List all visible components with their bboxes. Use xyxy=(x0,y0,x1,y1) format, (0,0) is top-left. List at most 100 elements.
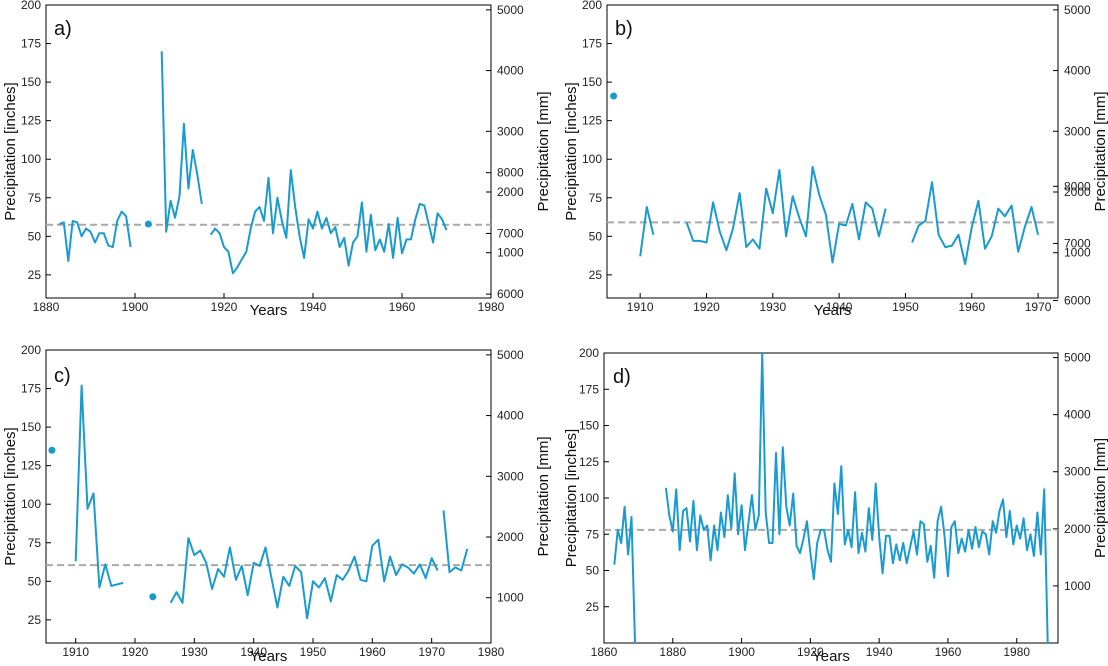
series-segment-1 xyxy=(613,505,636,643)
x-tick-label: 1920 xyxy=(797,645,824,659)
x-tick-label: 1950 xyxy=(300,645,327,659)
panel-label: c) xyxy=(54,365,71,387)
y2-tick-label: 5000 xyxy=(1064,351,1091,365)
chart-d: 1860 1880 1900 1920 1940 1960 1980 25 50 75 100 125… xyxy=(563,179,1108,665)
x-tick-label: 1940 xyxy=(866,645,893,659)
x-tick-label: 1880 xyxy=(33,300,60,314)
data-point xyxy=(144,220,152,228)
series-segment-1 xyxy=(74,384,124,589)
y-tick-label: 75 xyxy=(589,191,603,205)
y-axis-title: Precipitation [inches] xyxy=(563,429,580,567)
y2-tick-label: 3000 xyxy=(497,469,524,483)
series-segment-2 xyxy=(169,537,439,620)
y-tick-label: 125 xyxy=(582,114,602,128)
y2-tick-label: 7000 xyxy=(497,226,524,240)
x-tick-label: 1960 xyxy=(389,300,416,314)
x-tick-label: 1980 xyxy=(478,645,505,659)
x-tick-label: 1960 xyxy=(958,300,985,314)
y-tick-label: 150 xyxy=(21,75,41,89)
plot-area xyxy=(607,92,1058,266)
y-tick-label: 50 xyxy=(586,564,600,578)
y2-axis-title: Precipitation [mm] xyxy=(1092,438,1108,558)
x-tick-label: 1900 xyxy=(728,645,755,659)
y-tick-label: 75 xyxy=(28,536,42,550)
x-tick-label: 1980 xyxy=(478,300,505,314)
x-tick-label: 1910 xyxy=(627,300,654,314)
series-segment-2 xyxy=(664,353,1052,643)
series-segment-3 xyxy=(209,169,448,275)
x-axis-title: Years xyxy=(250,302,288,319)
x-tick-label: 1970 xyxy=(1025,300,1052,314)
x-tick-label: 1900 xyxy=(122,300,149,314)
y-axis-title: Precipitation [inches] xyxy=(563,82,580,220)
panel-label: b) xyxy=(615,18,633,40)
y-tick-label: 125 xyxy=(21,114,41,128)
y2-tick-label: 8000 xyxy=(1064,179,1091,193)
x-tick-label: 1940 xyxy=(240,645,267,659)
y2-tick-label: 3000 xyxy=(1064,124,1091,138)
x-tick-label: 1940 xyxy=(826,300,853,314)
y2-tick-label: 4000 xyxy=(1064,408,1091,422)
y-tick-label: 200 xyxy=(21,343,41,357)
y-tick-label: 50 xyxy=(28,574,42,588)
y-tick-label: 25 xyxy=(28,613,42,627)
y2-tick-label: 1000 xyxy=(497,246,524,260)
y-tick-label: 100 xyxy=(21,497,41,511)
y-tick-label: 200 xyxy=(579,346,599,360)
plot-frame xyxy=(606,4,1059,299)
x-tick-label: 1950 xyxy=(892,300,919,314)
x-tick-label: 1980 xyxy=(1003,645,1030,659)
x-tick-label: 1860 xyxy=(591,645,618,659)
y2-tick-label: 1000 xyxy=(1064,579,1091,593)
plot-area xyxy=(604,353,1058,643)
y-tick-label: 100 xyxy=(582,152,602,166)
x-axis-title: Years xyxy=(250,648,288,665)
y2-tick-label: 6000 xyxy=(497,287,524,301)
y2-tick-label: 5000 xyxy=(497,3,524,17)
panel-label: a) xyxy=(54,18,72,40)
y2-tick-label: 3000 xyxy=(497,124,524,138)
y2-tick-label: 4000 xyxy=(497,64,524,78)
y2-tick-label: 3000 xyxy=(1064,465,1091,479)
y-tick-label: 200 xyxy=(21,0,41,12)
series-segment-2 xyxy=(685,165,887,264)
data-point xyxy=(610,92,618,100)
y-axis-title: Precipitation [inches] xyxy=(2,82,19,220)
y-tick-label: 25 xyxy=(28,268,42,282)
y2-tick-label: 8000 xyxy=(497,166,524,180)
y2-tick-label: 2000 xyxy=(497,530,524,544)
y2-tick-label: 5000 xyxy=(497,348,524,362)
series-segment-1 xyxy=(59,210,132,262)
x-tick-label: 1970 xyxy=(418,645,445,659)
x-tick-label: 1960 xyxy=(359,645,386,659)
y-tick-label: 100 xyxy=(579,491,599,505)
y-tick-label: 125 xyxy=(21,459,41,473)
data-point xyxy=(149,593,157,601)
x-tick-label: 1910 xyxy=(62,645,89,659)
chart-b: 1910 1920 1930 1940 1950 1960 1970 25 50 75 100 125… xyxy=(563,0,1108,319)
x-tick-label: 1940 xyxy=(300,300,327,314)
x-tick-label: 1960 xyxy=(935,645,962,659)
x-tick-label: 1880 xyxy=(659,645,686,659)
y-tick-label: 150 xyxy=(582,75,602,89)
y-tick-label: 75 xyxy=(28,191,42,205)
y-axis-title: Precipitation [inches] xyxy=(2,427,19,565)
y2-tick-label: 7000 xyxy=(1064,236,1091,250)
y2-axis-title: Precipitation [mm] xyxy=(1092,91,1108,211)
y-tick-label: 175 xyxy=(21,382,41,396)
y2-tick-label: 5000 xyxy=(1064,3,1091,17)
series-segment-3 xyxy=(442,510,469,574)
y2-tick-label: 4000 xyxy=(1064,64,1091,78)
y-tick-label: 100 xyxy=(21,152,41,166)
x-tick-label: 1930 xyxy=(759,300,786,314)
y2-tick-label: 1000 xyxy=(1064,246,1091,260)
y2-tick-label: 1000 xyxy=(497,591,524,605)
x-tick-label: 1920 xyxy=(211,300,238,314)
y2-tick-label: 2000 xyxy=(497,185,524,199)
plot-area xyxy=(46,384,491,620)
x-axis-title: Years xyxy=(814,302,852,319)
plot-frame xyxy=(45,4,492,299)
x-axis-title: Years xyxy=(812,648,850,665)
data-point xyxy=(48,446,56,454)
